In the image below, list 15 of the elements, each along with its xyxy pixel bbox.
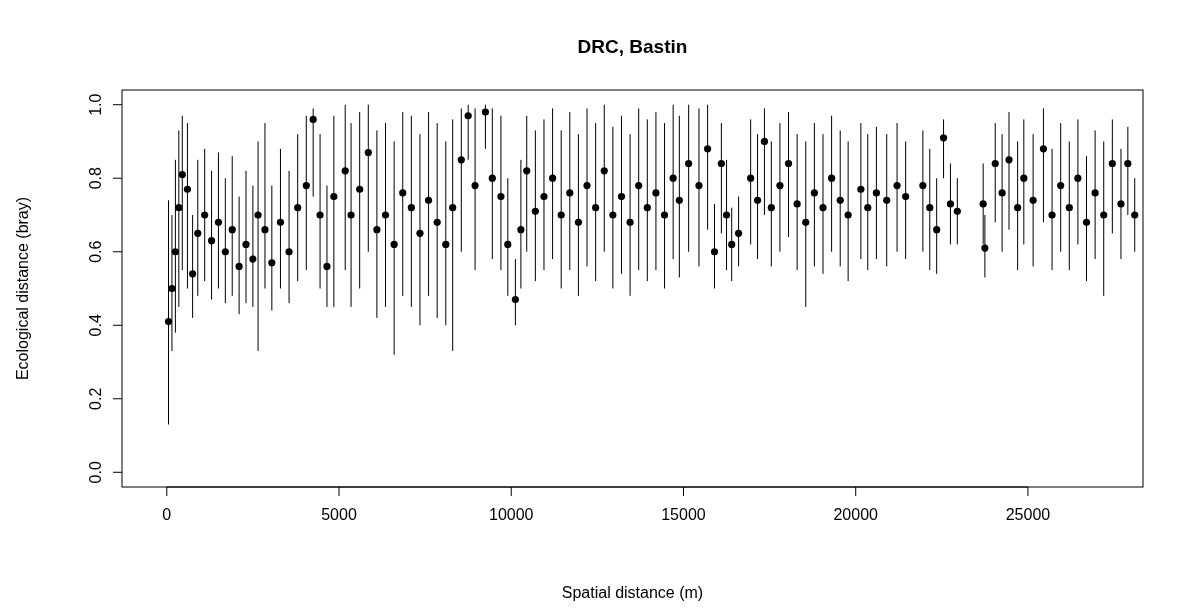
x-tick-label: 5000 — [321, 506, 357, 523]
y-tick-label: 0.8 — [87, 167, 104, 190]
y-tick-label: 0.0 — [87, 461, 104, 484]
y-tick-label: 0.4 — [87, 314, 104, 337]
y-tick-label: 0.6 — [87, 240, 104, 263]
x-tick-label: 25000 — [1005, 506, 1051, 523]
chart-title: DRC, Bastin — [577, 36, 688, 57]
y-tick-label: 1.0 — [87, 93, 104, 116]
x-tick-label: 0 — [162, 506, 172, 523]
y-axis-title: Ecological distance (bray) — [14, 196, 31, 381]
x-tick-label: 15000 — [661, 506, 706, 523]
x-tick-label: 10000 — [489, 506, 534, 523]
x-tick-label: 20000 — [833, 506, 879, 523]
x-axis-title: Spatial distance (m) — [561, 584, 704, 601]
y-tick-label: 0.2 — [87, 387, 104, 410]
